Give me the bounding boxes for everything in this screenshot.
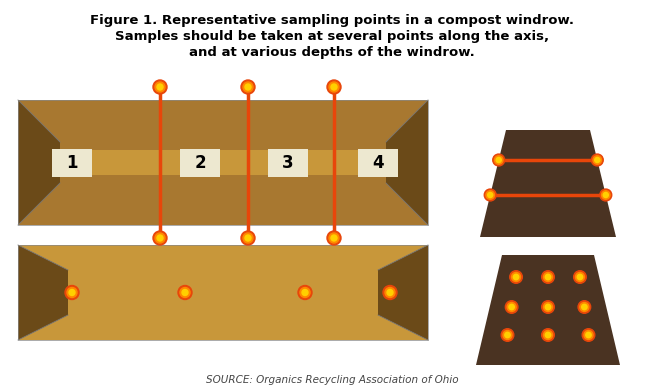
Polygon shape [18,100,428,225]
Text: and at various depths of the windrow.: and at various depths of the windrow. [189,46,475,59]
Text: Samples should be taken at several points along the axis,: Samples should be taken at several point… [115,30,549,43]
Circle shape [387,290,393,296]
Circle shape [582,329,595,341]
FancyBboxPatch shape [180,149,220,176]
Bar [60,142,386,183]
Circle shape [493,154,505,166]
Circle shape [505,332,510,338]
Circle shape [604,192,608,198]
Circle shape [501,329,514,341]
Polygon shape [18,245,68,340]
Text: 1: 1 [66,154,78,172]
Circle shape [592,154,603,166]
Circle shape [578,301,591,313]
Circle shape [155,233,165,243]
Bar [18,245,428,340]
Polygon shape [18,100,60,225]
Circle shape [505,301,518,313]
Circle shape [331,235,337,241]
FancyBboxPatch shape [358,149,398,176]
Circle shape [383,285,397,299]
Circle shape [331,84,337,90]
Circle shape [513,274,519,280]
Circle shape [69,290,75,296]
Circle shape [580,303,589,312]
Circle shape [487,192,493,198]
Circle shape [545,274,550,280]
Text: 4: 4 [373,154,384,172]
Polygon shape [60,142,386,150]
Circle shape [495,156,503,164]
Circle shape [153,80,167,94]
Circle shape [182,290,188,296]
Polygon shape [60,175,386,183]
Polygon shape [386,100,428,225]
Circle shape [595,158,600,163]
Polygon shape [476,255,620,365]
FancyBboxPatch shape [52,149,92,176]
Circle shape [157,235,163,241]
Circle shape [507,303,516,312]
Circle shape [298,285,312,299]
Circle shape [385,287,395,298]
Text: SOURCE: Organics Recycling Association of Ohio: SOURCE: Organics Recycling Association o… [206,375,458,385]
Circle shape [329,233,339,243]
Circle shape [584,330,593,339]
Circle shape [484,189,496,201]
Circle shape [157,84,163,90]
Circle shape [243,82,253,92]
Circle shape [65,285,79,299]
Circle shape [542,301,554,313]
Circle shape [545,332,550,338]
Polygon shape [480,130,616,237]
Circle shape [178,285,192,299]
Circle shape [574,271,586,283]
Circle shape [576,272,584,281]
Circle shape [577,274,582,280]
Circle shape [511,272,521,281]
Circle shape [544,330,552,339]
Circle shape [542,329,554,341]
FancyBboxPatch shape [268,149,308,176]
Circle shape [544,272,552,281]
Circle shape [241,80,255,94]
Circle shape [486,191,495,199]
Circle shape [544,303,552,312]
Circle shape [545,304,550,310]
Circle shape [327,231,341,245]
Circle shape [510,271,523,283]
Circle shape [329,82,339,92]
Circle shape [586,332,591,338]
Circle shape [243,233,253,243]
Circle shape [496,158,501,163]
Circle shape [180,287,190,298]
Polygon shape [378,245,428,340]
Circle shape [542,271,554,283]
Circle shape [503,330,512,339]
Circle shape [509,304,515,310]
Text: Figure 1. Representative sampling points in a compost windrow.: Figure 1. Representative sampling points… [90,14,574,27]
Circle shape [155,82,165,92]
Circle shape [245,235,251,241]
Circle shape [67,287,77,298]
Circle shape [593,156,602,164]
Text: 2: 2 [194,154,206,172]
Text: 3: 3 [282,154,293,172]
Circle shape [327,80,341,94]
Circle shape [300,287,310,298]
Circle shape [153,231,167,245]
Circle shape [582,304,587,310]
Bar [18,245,428,340]
Circle shape [245,84,251,90]
Circle shape [602,191,610,199]
Circle shape [600,189,612,201]
Circle shape [241,231,255,245]
Circle shape [302,290,308,296]
